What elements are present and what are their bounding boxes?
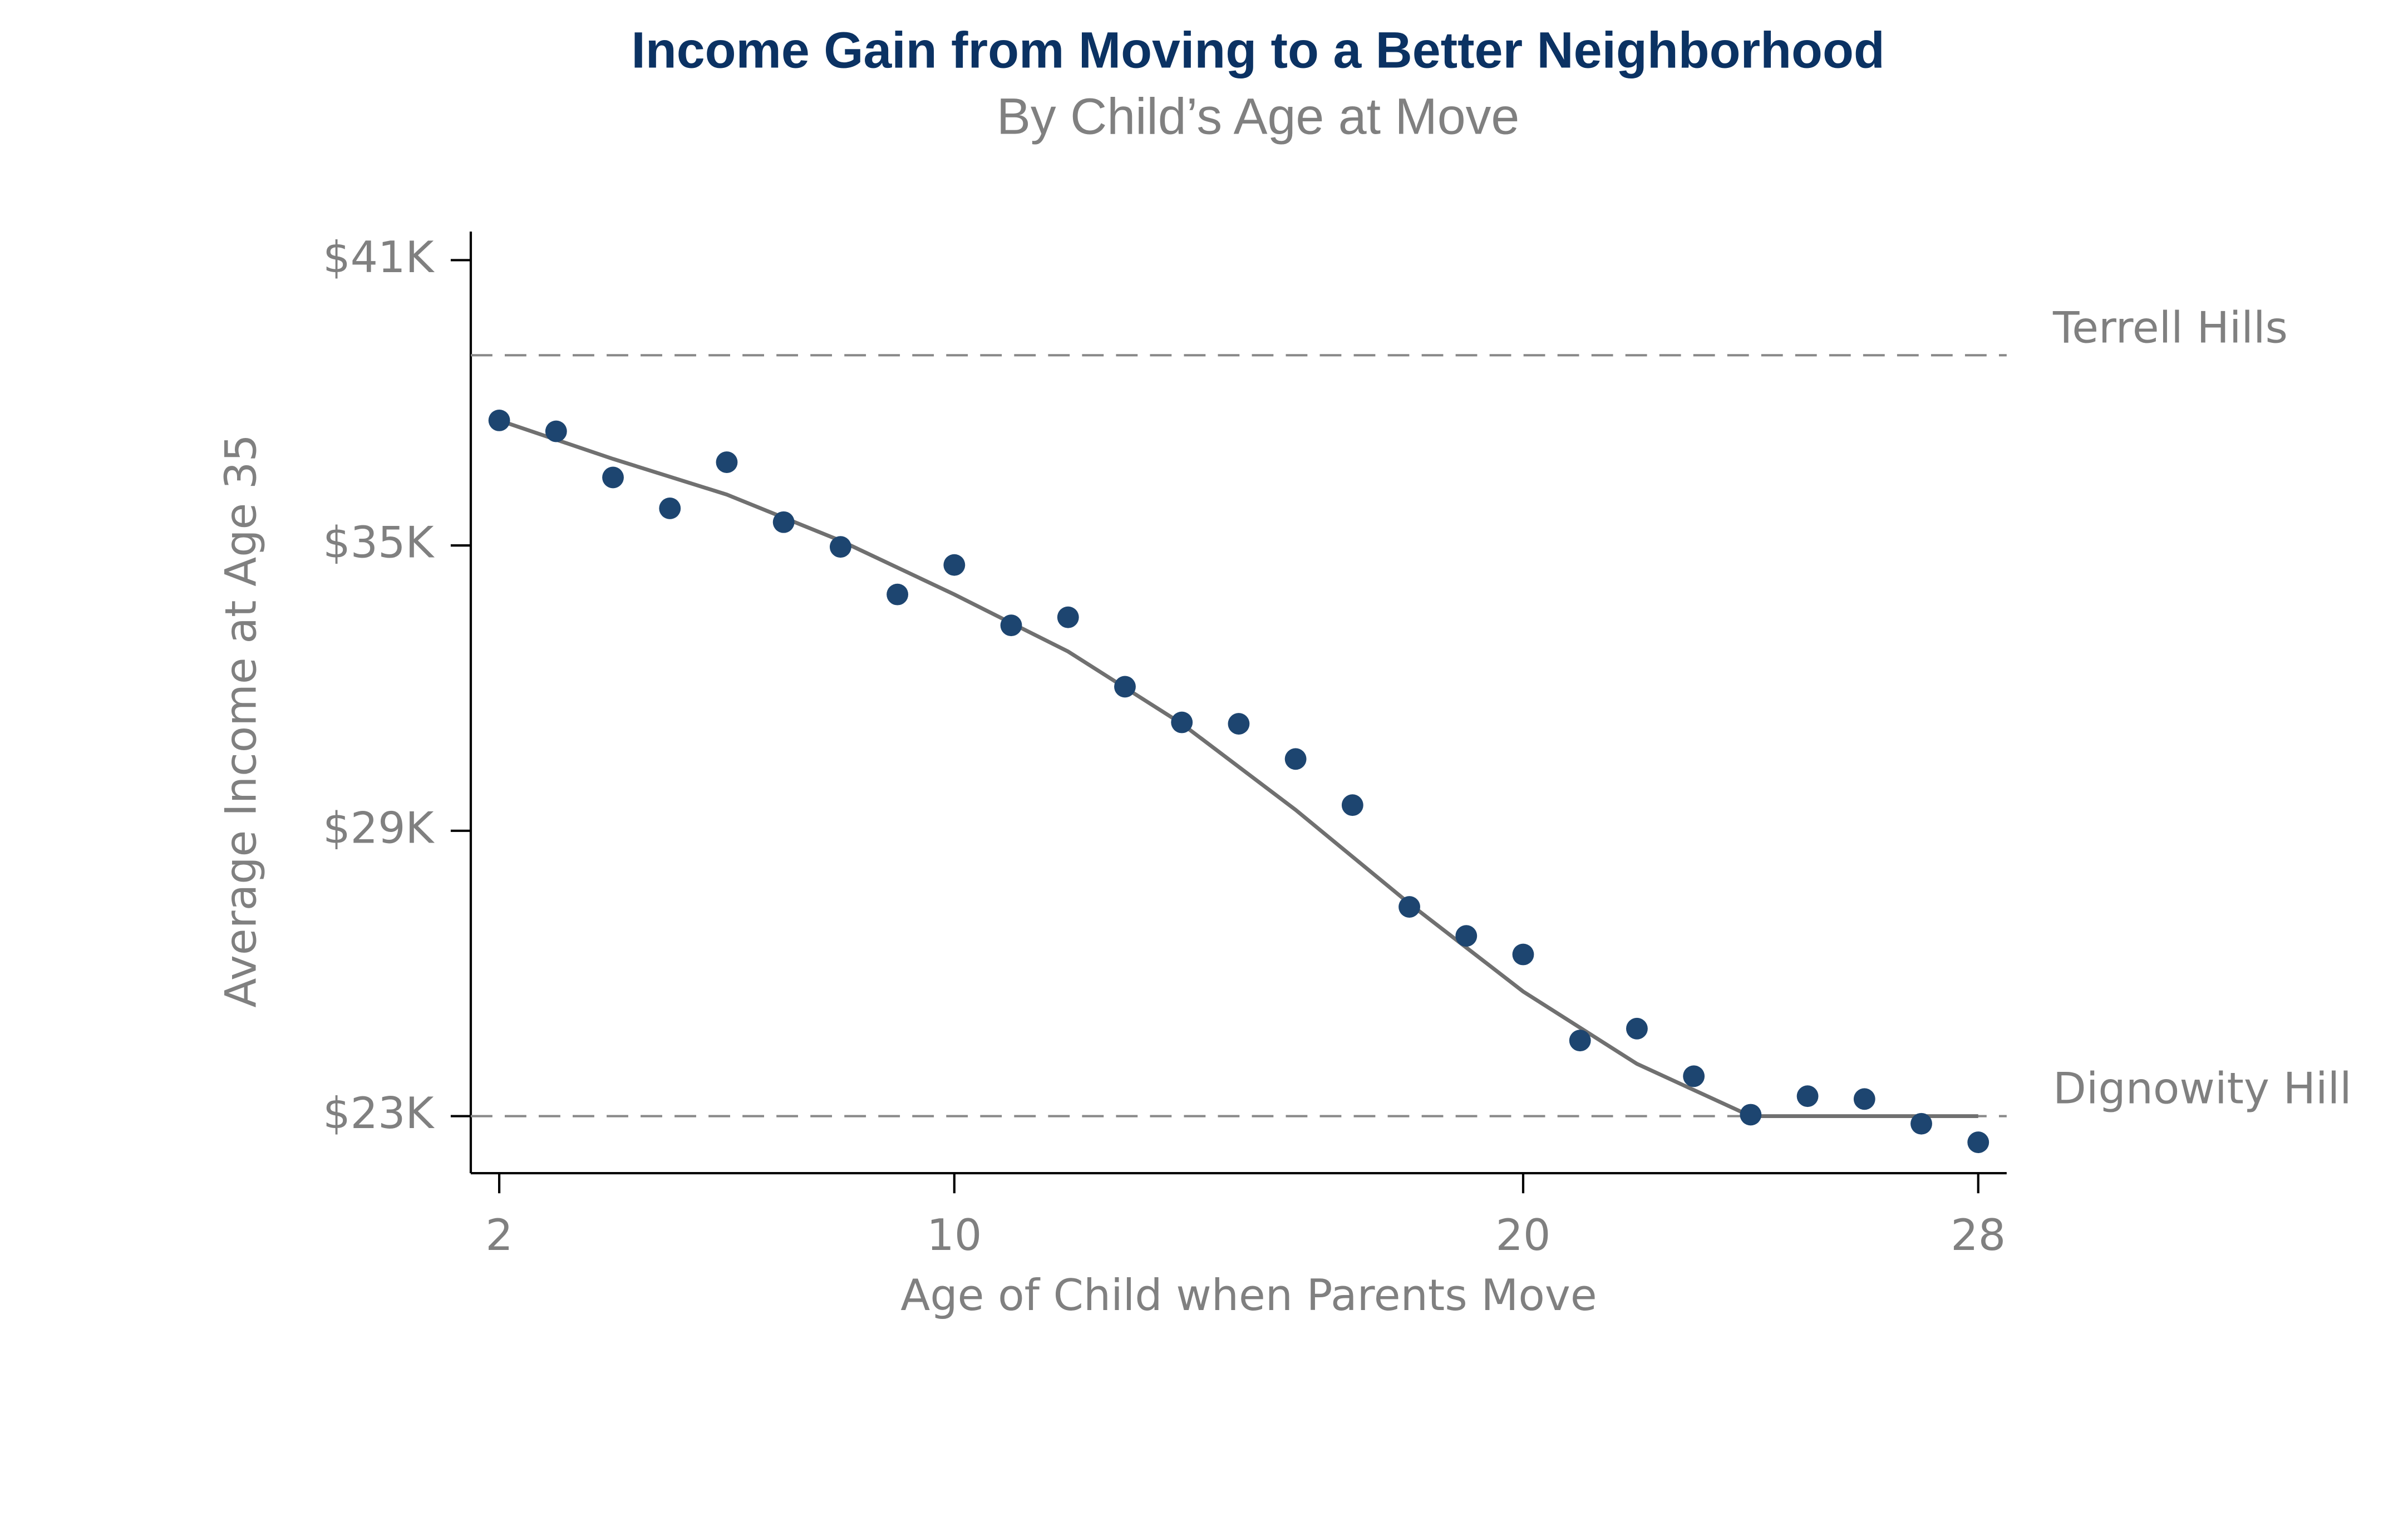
- chart-subtitle: By Child’s Age at Move: [997, 88, 1519, 145]
- data-point: [772, 511, 795, 533]
- data-point: [1967, 1131, 1990, 1153]
- data-point: [602, 466, 624, 489]
- reference-label: Dignowity Hill: [2053, 1064, 2352, 1114]
- data-point: [1228, 713, 1250, 735]
- x-tick-label: 20: [1496, 1210, 1551, 1261]
- chart-title: Income Gain from Moving to a Better Neig…: [631, 22, 1884, 78]
- data-point: [1455, 925, 1478, 947]
- data-point: [1341, 794, 1363, 816]
- data-point: [1114, 676, 1136, 698]
- data-point: [829, 536, 851, 558]
- data-point: [1569, 1030, 1591, 1052]
- x-tick-label: 10: [927, 1210, 982, 1261]
- data-point: [1683, 1065, 1705, 1087]
- data-point: [1284, 748, 1307, 770]
- data-point: [1512, 943, 1534, 966]
- y-tick-label: $23K: [323, 1089, 435, 1139]
- data-point: [1626, 1017, 1648, 1040]
- data-point: [887, 583, 909, 605]
- data-point: [488, 409, 510, 431]
- data-point: [1057, 606, 1079, 628]
- data-point: [545, 420, 567, 442]
- y-axis-label: Average Income at Age 35: [216, 434, 267, 1007]
- data-point: [1171, 711, 1193, 733]
- data-point: [659, 498, 681, 519]
- y-tick-label: $35K: [323, 518, 435, 568]
- data-point: [943, 554, 966, 576]
- reference-label: Terrell Hills: [2052, 303, 2288, 353]
- y-tick-label: $29K: [323, 803, 435, 853]
- data-point: [1853, 1088, 1875, 1110]
- x-tick-label: 2: [485, 1210, 513, 1261]
- data-point: [1796, 1085, 1819, 1107]
- x-axis-label: Age of Child when Parents Move: [900, 1271, 1597, 1321]
- data-point: [716, 451, 738, 473]
- data-point: [1398, 896, 1420, 918]
- fit-line: [498, 419, 1978, 1119]
- x-tick-label: 28: [1951, 1210, 2006, 1261]
- data-point: [1000, 614, 1022, 637]
- y-tick-label: $41K: [323, 233, 435, 283]
- data-point: [1740, 1104, 1762, 1126]
- data-point: [1910, 1112, 1932, 1135]
